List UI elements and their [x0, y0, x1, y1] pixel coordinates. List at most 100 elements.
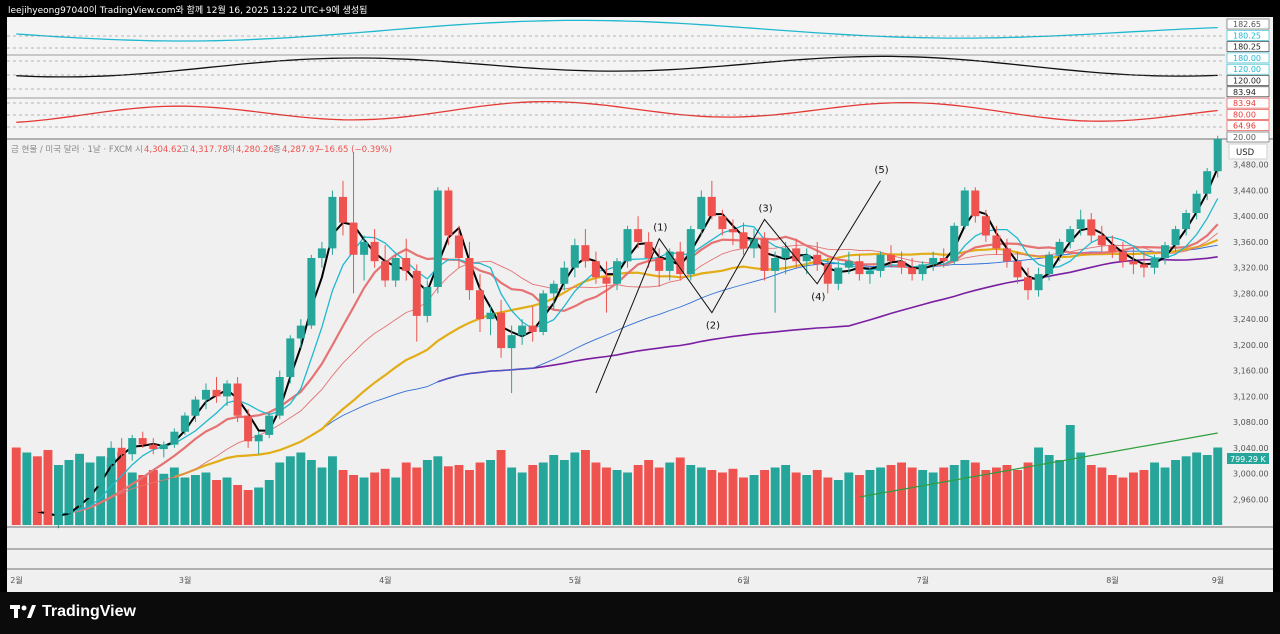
candle-body: [275, 377, 284, 416]
volume-bar: [328, 456, 337, 526]
candle-body: [1002, 248, 1011, 262]
candle-body: [296, 325, 305, 339]
candle-body: [391, 258, 400, 281]
volume-bar: [75, 453, 84, 526]
volume-bar: [602, 467, 611, 525]
candle-body: [634, 229, 643, 242]
volume-bar: [338, 470, 348, 525]
volume-bar: [644, 460, 654, 525]
candle-body: [771, 258, 780, 271]
volume-bar: [412, 467, 422, 525]
candle-body: [1034, 274, 1043, 291]
volume-bar: [443, 466, 453, 526]
volume-bar: [528, 465, 538, 525]
time-tick: 6월: [738, 575, 750, 585]
volume-bar: [465, 470, 474, 525]
candle-body: [497, 312, 506, 349]
ma-20-line: [68, 223, 1219, 514]
ma-10-line: [47, 198, 1219, 515]
volume-bar: [486, 460, 495, 525]
price-tick: 3,320.00: [1233, 264, 1269, 273]
volume-bar: [1023, 462, 1033, 525]
chart-canvas[interactable]: 182.65 180.25 180.25 180.00 120.00 120.00 83.9…: [7, 17, 1273, 592]
candle-body: [960, 190, 969, 226]
volume-bar: [696, 467, 706, 525]
volume-bar: [496, 450, 506, 525]
candle-body: [433, 190, 442, 287]
candle-body: [86, 486, 94, 498]
legend-h-label: 고: [181, 145, 189, 155]
volume-bar: [32, 456, 42, 526]
volume-bars: 799.29 K: [11, 425, 1269, 526]
time-tick: 4월: [379, 575, 391, 585]
candle-body: [444, 190, 453, 236]
candle-body: [307, 258, 316, 326]
price-axis[interactable]: 182.65 180.25 180.25 180.00 120.00 120.00 83.9…: [1226, 18, 1270, 504]
indicator-label: 120.00: [1233, 65, 1261, 74]
candle-body: [981, 216, 990, 236]
oscillator-line: [16, 100, 1218, 123]
candle-body: [370, 241, 379, 262]
candle-body: [1055, 241, 1064, 255]
volume-bar: [791, 472, 801, 525]
volume-bar: [570, 452, 580, 525]
candle-body: [107, 447, 116, 464]
candle-body: [339, 196, 347, 223]
volume-bar: [1150, 462, 1159, 525]
time-axis[interactable]: 2월 3월 4월 5월 6월 7월 8월 9월: [7, 526, 1273, 585]
candle-body: [676, 251, 685, 275]
candle-body: [202, 389, 210, 400]
candle-body: [1140, 264, 1148, 268]
candle-body: [1087, 219, 1096, 236]
candle-body: [1203, 171, 1212, 194]
indicator-label: 120.00: [1233, 77, 1261, 86]
tradingview-logo[interactable]: TradingView: [10, 603, 136, 621]
currency-badge[interactable]: USD: [1228, 143, 1268, 160]
volume-bar: [728, 468, 738, 526]
chart-svg[interactable]: 182.65 180.25 180.25 180.00 120.00 120.00 83.9…: [7, 17, 1273, 592]
volume-bar: [1065, 425, 1075, 525]
time-tick: 3월: [179, 575, 191, 585]
volume-bar: [422, 460, 432, 525]
volume-bar: [918, 470, 928, 525]
indicator-pane-top: [7, 17, 1273, 140]
candle-body: [265, 415, 274, 435]
time-tick: 2월: [10, 575, 22, 585]
indicator-label: 180.25: [1233, 43, 1261, 52]
indicator-label-box: [1226, 41, 1270, 52]
volume-bar: [233, 485, 243, 525]
indicator-label-box: [1226, 30, 1270, 41]
candle-body: [286, 338, 295, 377]
candle-body: [518, 325, 527, 336]
candle-body: [813, 254, 822, 265]
candle-body: [1150, 258, 1159, 268]
volume-bar: [96, 456, 106, 526]
volume-bar: [1160, 467, 1170, 525]
price-tick: 3,120.00: [1233, 392, 1269, 401]
volume-bar: [475, 462, 485, 525]
volume-bar: [370, 472, 380, 525]
ma-200-line: [437, 256, 1218, 383]
indicator-label: 180.25: [1233, 31, 1261, 40]
legend-open: 4,304.62: [144, 145, 182, 155]
volume-bar: [22, 452, 32, 525]
volume-bar: [538, 462, 548, 525]
volume-bar: [1013, 470, 1022, 525]
legend: 금 현물 / 미국 달러 · 1날 · FXCM 시 4,304.62 고 4,…: [11, 144, 392, 155]
volume-bar: [454, 465, 464, 525]
volume-bar: [907, 467, 917, 525]
indicator-label-box: [1226, 131, 1270, 143]
candle-body: [728, 229, 737, 233]
price-tick: 3,400.00: [1233, 212, 1269, 221]
volume-bar: [707, 470, 717, 525]
volume-bar: [591, 462, 601, 525]
price-tick: 3,000.00: [1233, 470, 1269, 479]
legend-high: 4,317.78: [190, 145, 228, 155]
candle-body: [465, 258, 474, 291]
price-tick: 3,200.00: [1233, 341, 1269, 350]
candle-body: [992, 235, 1001, 249]
candle-body: [844, 261, 853, 268]
candle-body: [1182, 213, 1191, 230]
volume-bar: [876, 467, 885, 525]
volume-bar: [148, 470, 158, 525]
